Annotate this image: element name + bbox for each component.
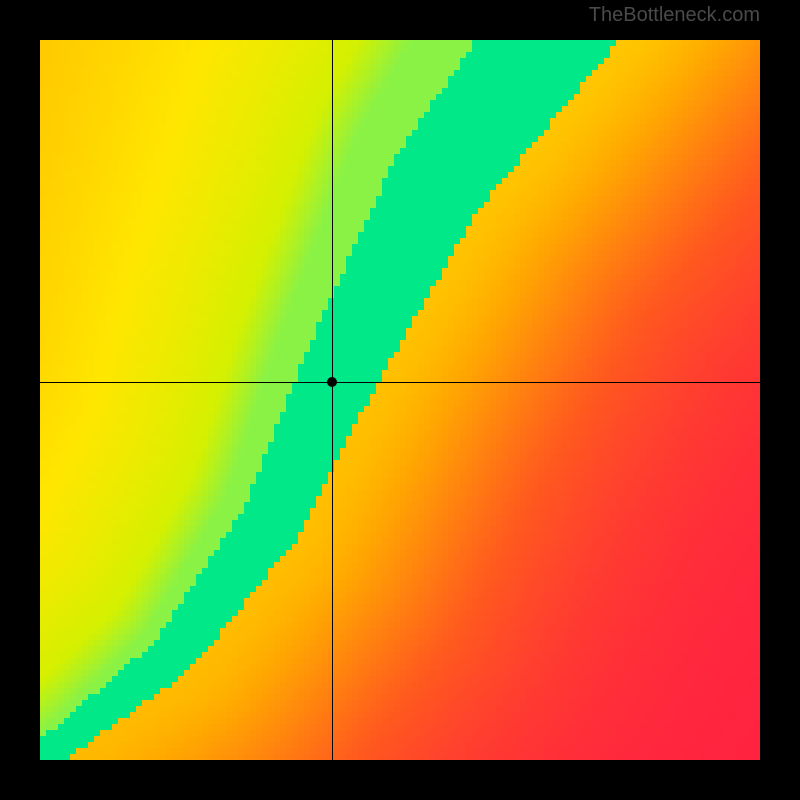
heatmap-plot <box>40 40 760 760</box>
crosshair-horizontal <box>40 382 760 383</box>
heatmap-canvas <box>40 40 760 760</box>
crosshair-vertical <box>332 40 333 760</box>
watermark-text: TheBottleneck.com <box>589 4 760 27</box>
marker-dot <box>327 377 337 387</box>
